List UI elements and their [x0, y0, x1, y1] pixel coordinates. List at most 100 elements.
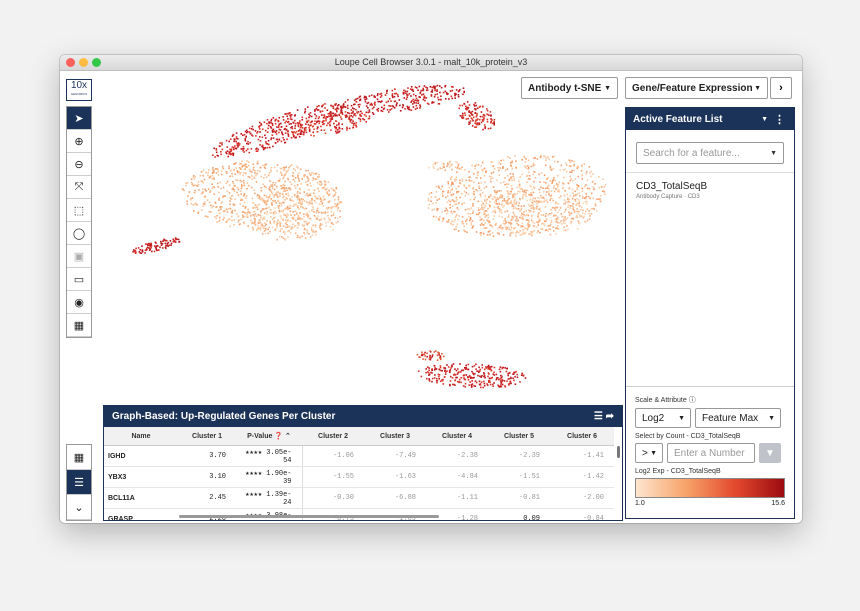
save-icon[interactable]: ▣ [67, 245, 91, 268]
list-icon[interactable]: ☰ [67, 470, 91, 495]
chevron-down-icon: ▼ [770, 149, 777, 157]
count-placeholder: Enter a Number [674, 447, 745, 459]
feature-item[interactable]: CD3_TotalSeqB Antibody Capture · CD3 [626, 173, 794, 200]
zoom-out-icon[interactable]: ⊖ [67, 153, 91, 176]
mode-dropdown[interactable]: Gene/Feature Expression ▼ [625, 77, 768, 99]
table-cell: YBX3 [104, 466, 178, 488]
mode-value: Gene/Feature Expression [632, 82, 753, 94]
table-cell: -0.81 [488, 487, 550, 509]
count-label: Select by Count - CD3_TotalSeqB [635, 433, 741, 440]
more-icon[interactable]: ⋮ [774, 113, 785, 126]
tsne-plot[interactable] [96, 75, 616, 405]
filter-button[interactable]: ▼ [759, 443, 781, 463]
table-cell: -2.00 [550, 487, 614, 509]
scale-section: Scale & Attribute ⓘ Log2 ▼ Feature Max ▼ S… [626, 386, 794, 515]
column-header[interactable]: Name [104, 427, 178, 446]
table-cell: -0.30 [302, 487, 364, 509]
table-row[interactable]: YBX3 3.10 ★★★★ 1.90e-39 -1.55 -1.63 -4.84 -1.5… [104, 466, 614, 488]
projection-value: Antibody t-SNE [528, 82, 602, 94]
column-header[interactable]: Cluster 3 [364, 427, 426, 446]
table-cell: -0.84 [550, 508, 614, 520]
chevron-down-icon: ▼ [678, 414, 685, 422]
table-cell: 3.10 [178, 466, 236, 488]
table-grid-icon[interactable]: ▦ [67, 445, 91, 470]
table-cell: -1.42 [550, 466, 614, 488]
logo-subtext: GENOMICS [70, 92, 88, 96]
feature-panel: Active Feature List ▼ ⋮ Search for a fea… [625, 107, 795, 519]
panel-header: Active Feature List ▼ ⋮ [626, 108, 794, 130]
app-window: Loupe Cell Browser 3.0.1 - malt_10k_prot… [60, 55, 802, 523]
table-header: Graph-Based: Up-Regulated Genes Per Clus… [104, 406, 622, 427]
table-cell: 0.09 [488, 508, 550, 520]
column-header[interactable]: Cluster 2 [302, 427, 364, 446]
column-header[interactable]: P-Value ❓ ⌃ [236, 427, 302, 446]
color-legend [635, 478, 785, 498]
zoom-window-button[interactable] [92, 58, 101, 67]
chevron-down-icon: ▼ [754, 84, 761, 92]
logo-text: 10x [70, 80, 88, 91]
vertical-scrollbar[interactable] [617, 446, 620, 458]
table-cell: -1.41 [550, 445, 614, 467]
filter-icon: ▼ [765, 447, 775, 459]
legend-max: 15.6 [771, 500, 785, 507]
chevron-down-icon[interactable]: ▼ [761, 115, 768, 123]
table-cell: IGHD [104, 445, 178, 467]
attribute-select[interactable]: Feature Max ▼ [695, 408, 781, 428]
column-header[interactable]: Cluster 5 [488, 427, 550, 446]
close-window-button[interactable] [66, 58, 75, 67]
bottom-left-toolbar: ▦ ☰ ⌄ [66, 444, 92, 521]
table-cell: -2.39 [488, 445, 550, 467]
lasso-icon[interactable]: ◯ [67, 222, 91, 245]
chevron-down-icon[interactable]: ⌄ [67, 495, 91, 520]
settings-share-icon[interactable]: ☰ ➦ [593, 411, 614, 422]
pointer-icon[interactable]: ➤ [67, 107, 91, 130]
grid-icon[interactable]: ▦ [67, 314, 91, 337]
table-cell: ★★★★ 3.05e-54 [236, 445, 303, 467]
data-table: Name Cluster 1 P-Value ❓ ⌃ Cluster 2 Cluster… [104, 427, 614, 520]
table-cell: -1.06 [302, 445, 364, 467]
table-cell: -7.49 [364, 445, 426, 467]
column-header[interactable]: Cluster 4 [426, 427, 488, 446]
scale-select[interactable]: Log2 ▼ [635, 408, 691, 428]
table-cell: -2.38 [426, 445, 488, 467]
table-cell: -1.51 [488, 466, 550, 488]
count-input[interactable]: Enter a Number [667, 443, 755, 463]
table-cell: -1.55 [302, 466, 364, 488]
feature-name: CD3_TotalSeqB [636, 181, 708, 192]
projection-dropdown[interactable]: Antibody t-SNE ▼ [521, 77, 618, 99]
title-bar: Loupe Cell Browser 3.0.1 - malt_10k_prot… [60, 55, 802, 71]
next-button[interactable]: › [770, 77, 792, 99]
table-row[interactable]: IGHD 3.70 ★★★★ 3.05e-54 -1.06 -7.49 -2.38 -2.3… [104, 445, 614, 467]
scale-value: Log2 [642, 412, 665, 424]
table-row[interactable]: BCL11A 2.45 ★★★★ 1.39e-24 -0.30 -6.88 -1.11 -0… [104, 487, 614, 509]
chevron-down-icon: ▼ [768, 414, 775, 422]
column-header[interactable]: Cluster 6 [550, 427, 614, 446]
table-cell: 2.45 [178, 487, 236, 509]
left-toolbar: ➤ ⊕ ⊖ ⤧ ⬚ ◯ ▣ ▭ ◉ ▦ [66, 106, 92, 338]
chevron-right-icon: › [779, 82, 783, 94]
operator-value: > [642, 447, 648, 459]
panel-title: Active Feature List [633, 113, 723, 125]
table-cell: -1.11 [426, 487, 488, 509]
fit-icon[interactable]: ⤧ [67, 176, 91, 199]
chevron-down-icon: ▼ [604, 84, 611, 92]
attribute-value: Feature Max [702, 412, 759, 424]
operator-select[interactable]: > ▼ [635, 443, 663, 463]
search-placeholder: Search for a feature... [643, 147, 740, 159]
divider [626, 172, 794, 173]
column-header[interactable]: Cluster 1 [178, 427, 236, 446]
horizontal-scrollbar[interactable] [179, 515, 439, 518]
table-cell: 3.70 [178, 445, 236, 467]
folder-icon[interactable]: ▭ [67, 268, 91, 291]
camera-icon[interactable]: ◉ [67, 291, 91, 314]
feature-search-input[interactable]: Search for a feature... ▼ [636, 142, 784, 164]
window-title: Loupe Cell Browser 3.0.1 - malt_10k_prot… [334, 57, 528, 67]
chevron-down-icon: ▼ [650, 449, 657, 457]
table-cell: -4.84 [426, 466, 488, 488]
table-cell: -1.63 [364, 466, 426, 488]
box-select-icon[interactable]: ⬚ [67, 199, 91, 222]
zoom-in-icon[interactable]: ⊕ [67, 130, 91, 153]
table-title: Graph-Based: Up-Regulated Genes Per Clus… [112, 411, 336, 422]
table-cell: -6.88 [364, 487, 426, 509]
minimize-window-button[interactable] [79, 58, 88, 67]
